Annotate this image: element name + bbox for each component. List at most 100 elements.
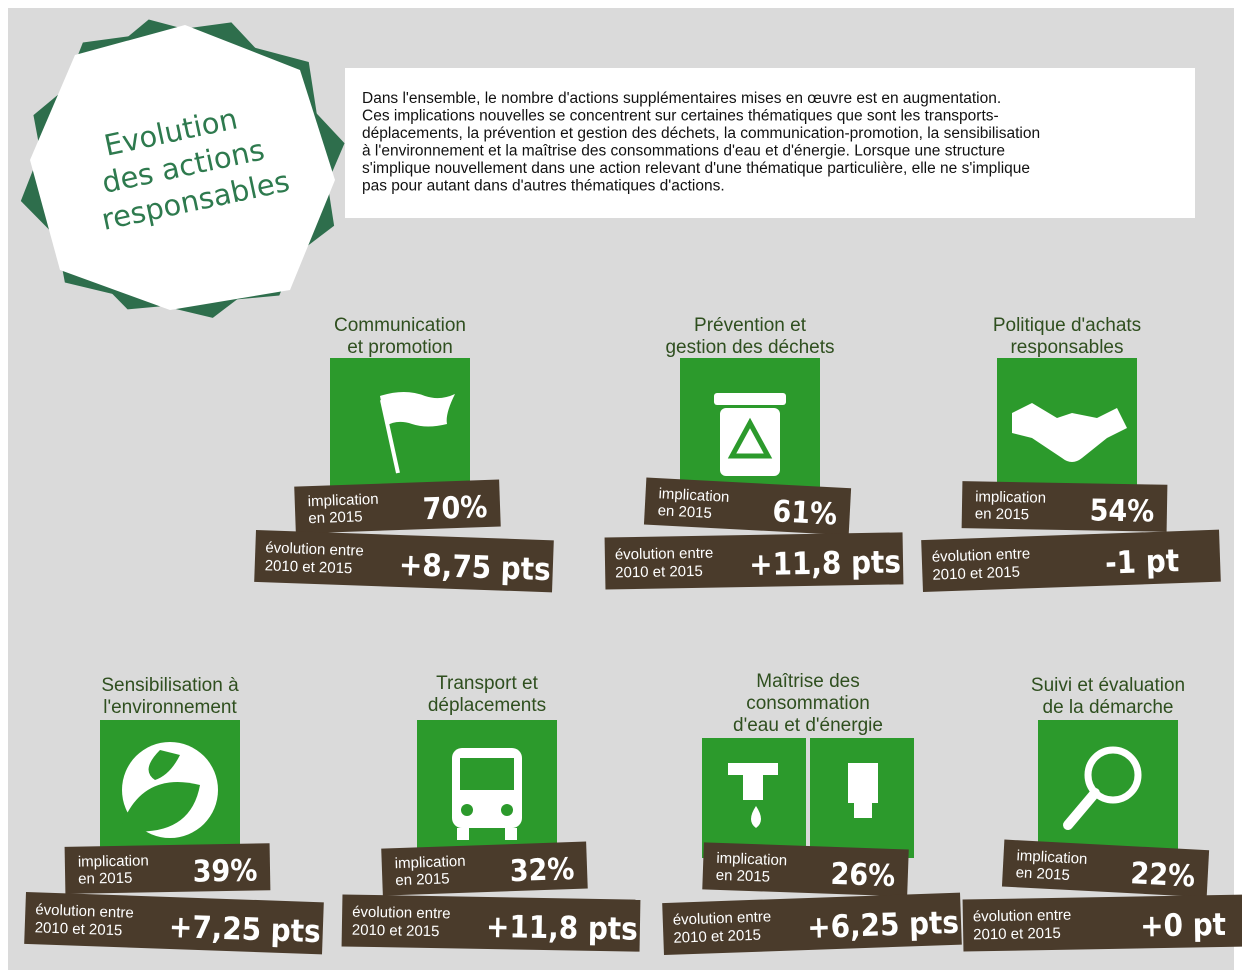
badge-label: 2010 et 2015 <box>34 919 122 939</box>
badge-label: 2010 et 2015 <box>673 927 761 947</box>
card-title: d'eau et d'énergie <box>733 715 883 736</box>
badge-bg <box>962 894 1242 952</box>
implication-value: 39% <box>192 853 257 889</box>
icon <box>720 408 780 476</box>
badge-label: en 2015 <box>657 502 712 522</box>
icon <box>1063 788 1100 830</box>
intro-line: Dans l'ensemble, le nombre d'actions sup… <box>362 90 1001 107</box>
badge-label: 2010 et 2015 <box>264 557 352 577</box>
badge-label: en 2015 <box>395 870 450 889</box>
badge-bg <box>662 892 962 956</box>
implication-value: 26% <box>830 857 896 894</box>
badge-label: en 2015 <box>78 870 133 888</box>
icon <box>501 804 513 816</box>
intro-line: s'implique nouvellement dans une action … <box>362 160 1030 177</box>
implication-value: 54% <box>1089 493 1154 529</box>
card-title: Maîtrise des <box>756 671 859 692</box>
icon <box>848 763 878 818</box>
icon <box>460 758 514 790</box>
badge-bg <box>921 529 1221 593</box>
badge-label: en 2015 <box>1015 864 1070 884</box>
badge-label: évolution entre <box>672 908 771 928</box>
card-title: et promotion <box>347 337 453 358</box>
evolution-value: +6,25 pts <box>807 905 960 946</box>
badge-label: évolution entre <box>931 545 1030 565</box>
badge-label: implication <box>1016 847 1088 868</box>
evolution-value: +8,75 pts <box>398 547 551 588</box>
badge-bg <box>24 891 324 955</box>
intro-line: Ces implications nouvelles se concentren… <box>362 108 999 125</box>
badge-label: en 2015 <box>308 508 363 527</box>
badge-label: évolution entre <box>352 904 451 923</box>
badge-label: 2010 et 2015 <box>352 922 440 941</box>
intro-line: à l'environnement et la maîtrise des con… <box>362 143 1005 160</box>
badge-bg <box>381 841 588 896</box>
badge-bg <box>702 842 909 897</box>
card-title: gestion des déchets <box>665 337 834 358</box>
implication-value: 61% <box>772 494 838 532</box>
card-title: consommation <box>746 693 870 714</box>
badge-bg <box>961 481 1168 532</box>
badge-label: implication <box>78 852 149 870</box>
card-title: Transport et <box>436 673 538 694</box>
badge-label: 2010 et 2015 <box>932 564 1020 584</box>
card-title: l'environnement <box>103 697 237 718</box>
card-title: Suivi et évaluation <box>1031 675 1185 696</box>
title-badge <box>20 19 345 318</box>
icon <box>461 804 473 816</box>
badge-label: implication <box>658 485 730 506</box>
badge-label: en 2015 <box>715 867 770 886</box>
evolution-value: +7,25 pts <box>168 909 321 950</box>
badge-label: évolution entre <box>973 907 1072 926</box>
icon <box>505 828 517 840</box>
badge-label: en 2015 <box>975 505 1030 523</box>
badge-label: évolution entre <box>265 539 364 559</box>
evolution-value: +11,8 pts <box>749 544 901 583</box>
icon <box>751 806 761 828</box>
card-title: de la démarche <box>1043 697 1174 718</box>
icon <box>714 393 786 405</box>
badge-label: implication <box>394 853 465 872</box>
badge-bg <box>604 532 904 590</box>
badge-bg <box>294 479 501 534</box>
icon <box>148 750 180 780</box>
card-title: Communication <box>334 315 466 336</box>
evolution-value: -1 pt <box>1104 543 1179 582</box>
implication-value: 32% <box>509 852 575 889</box>
icon <box>1084 746 1142 804</box>
badge-bg <box>64 843 271 894</box>
icon <box>1012 403 1127 462</box>
badge-bg <box>341 894 641 952</box>
card-title: Prévention et <box>694 315 807 336</box>
badge-bg <box>643 477 852 536</box>
action-card: Sensibilisation àl'environnement implicat… <box>24 675 324 955</box>
icon <box>728 763 778 800</box>
badge-label: implication <box>307 491 378 510</box>
evolution-value: +11,8 pts <box>486 909 638 948</box>
implication-value: 70% <box>422 490 488 527</box>
intro-line: déplacements, la prévention et gestion d… <box>362 125 1040 142</box>
intro-box <box>345 68 1195 218</box>
badge-label: 2010 et 2015 <box>615 563 703 582</box>
icon <box>457 828 469 840</box>
badge-label: implication <box>975 488 1046 506</box>
badge-bg <box>1001 839 1210 898</box>
badge-bg <box>254 529 554 593</box>
